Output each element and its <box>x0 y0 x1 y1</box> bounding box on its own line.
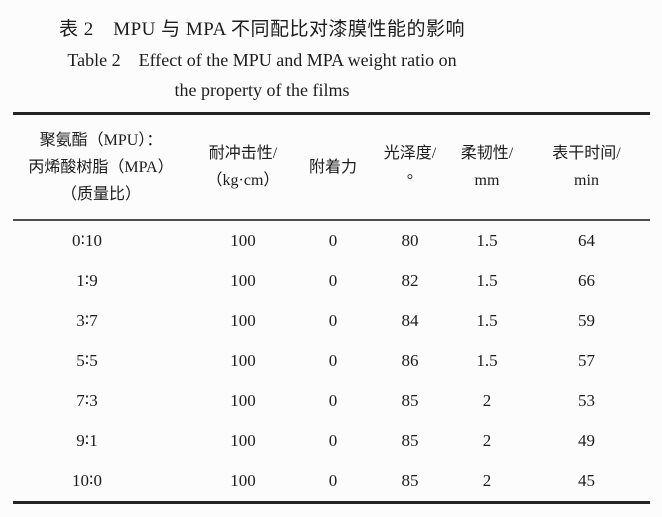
cell-ratio: 5∶5 <box>76 351 98 370</box>
header-line: （质量比） <box>60 185 141 203</box>
col-header-impact-resistance: 耐冲击性/ （kg·cm） <box>189 113 297 221</box>
caption-line-zh: 表 2 MPU 与 MPA 不同配比对漆膜性能的影响 <box>58 19 466 40</box>
cell-adhesion: 0 <box>328 311 338 330</box>
cell-ratio: 10∶0 <box>72 471 102 490</box>
header-line: 丙烯酸树脂（MPA） <box>28 158 174 176</box>
header-line: mm <box>474 172 500 189</box>
cell-adhesion: 0 <box>328 351 338 370</box>
header-row: 聚氨酯（MPU）： 丙烯酸树脂（MPA） （质量比） 耐冲击性/ （kg·cm）… <box>13 113 650 221</box>
header-line: （kg·cm） <box>206 172 280 189</box>
cell-flexibility: 1.5 <box>476 351 498 370</box>
cell-surface-dry-time: 49 <box>578 431 595 450</box>
cell-ratio: 9∶1 <box>76 431 98 450</box>
cell-surface-dry-time: 66 <box>578 271 595 290</box>
cell-gloss: 85 <box>401 471 419 490</box>
table-row: 0∶10 100 0 80 1.5 64 <box>13 220 650 261</box>
cell-gloss: 82 <box>401 271 419 290</box>
cell-impact-resistance: 100 <box>230 431 256 450</box>
cell-ratio: 1∶9 <box>76 271 98 290</box>
cell-gloss: 84 <box>401 311 419 330</box>
col-header-flexibility: 柔韧性/ mm <box>451 113 523 221</box>
header-line: ° <box>406 172 414 189</box>
header-line: 耐冲击性/ <box>208 145 278 162</box>
caption-line-en-2: the property of the films <box>174 80 350 100</box>
cell-impact-resistance: 100 <box>230 311 256 330</box>
cell-gloss: 85 <box>401 431 419 450</box>
table-row: 7∶3 100 0 85 2 53 <box>13 381 650 421</box>
col-header-gloss: 光泽度/ ° <box>369 113 451 221</box>
header-line: min <box>574 172 599 189</box>
cell-flexibility: 2 <box>482 391 492 410</box>
col-header-adhesion: 附着力 <box>297 113 369 221</box>
cell-flexibility: 2 <box>482 471 492 490</box>
cell-surface-dry-time: 53 <box>578 391 595 410</box>
cell-impact-resistance: 100 <box>230 471 256 490</box>
cell-flexibility: 1.5 <box>476 231 498 250</box>
cell-gloss: 80 <box>401 231 419 250</box>
col-header-ratio: 聚氨酯（MPU）： 丙烯酸树脂（MPA） （质量比） <box>13 113 189 221</box>
cell-impact-resistance: 100 <box>230 231 256 250</box>
cell-surface-dry-time: 45 <box>578 471 595 490</box>
table-row: 3∶7 100 0 84 1.5 59 <box>13 301 650 341</box>
cell-ratio: 3∶7 <box>76 311 98 330</box>
cell-flexibility: 2 <box>482 431 492 450</box>
cell-adhesion: 0 <box>328 431 338 450</box>
cell-surface-dry-time: 64 <box>578 231 595 250</box>
cell-flexibility: 1.5 <box>476 311 498 330</box>
table-caption: 表 2 MPU 与 MPA 不同配比对漆膜性能的影响 Table 2 Effec… <box>0 15 524 105</box>
cell-gloss: 85 <box>401 391 419 410</box>
cell-ratio: 0∶10 <box>72 231 102 250</box>
results-table: 聚氨酯（MPU）： 丙烯酸树脂（MPA） （质量比） 耐冲击性/ （kg·cm）… <box>13 112 650 504</box>
caption-line-en-1: Table 2 Effect of the MPU and MPA weight… <box>67 50 457 70</box>
cell-impact-resistance: 100 <box>230 271 256 290</box>
cell-gloss: 86 <box>401 351 419 370</box>
header-line: 聚氨酯（MPU）： <box>39 131 163 149</box>
table-row: 5∶5 100 0 86 1.5 57 <box>13 341 650 381</box>
table-row: 10∶0 100 0 85 2 45 <box>13 461 650 503</box>
header-line: 柔韧性/ <box>460 145 514 162</box>
cell-surface-dry-time: 59 <box>578 311 595 330</box>
cell-impact-resistance: 100 <box>230 351 256 370</box>
cell-adhesion: 0 <box>328 271 338 290</box>
header-line: 表干时间/ <box>552 145 621 162</box>
cell-flexibility: 1.5 <box>476 271 498 290</box>
cell-adhesion: 0 <box>328 391 338 410</box>
col-header-surface-dry-time: 表干时间/ min <box>523 113 650 221</box>
table-row: 1∶9 100 0 82 1.5 66 <box>13 261 650 301</box>
table-row: 9∶1 100 0 85 2 49 <box>13 421 650 461</box>
cell-impact-resistance: 100 <box>230 391 256 410</box>
cell-adhesion: 0 <box>328 471 338 490</box>
header-line: 附着力 <box>308 158 357 176</box>
cell-surface-dry-time: 57 <box>578 351 595 370</box>
header-line: 光泽度/ <box>383 145 437 162</box>
cell-adhesion: 0 <box>328 231 338 250</box>
cell-ratio: 7∶3 <box>76 391 98 410</box>
